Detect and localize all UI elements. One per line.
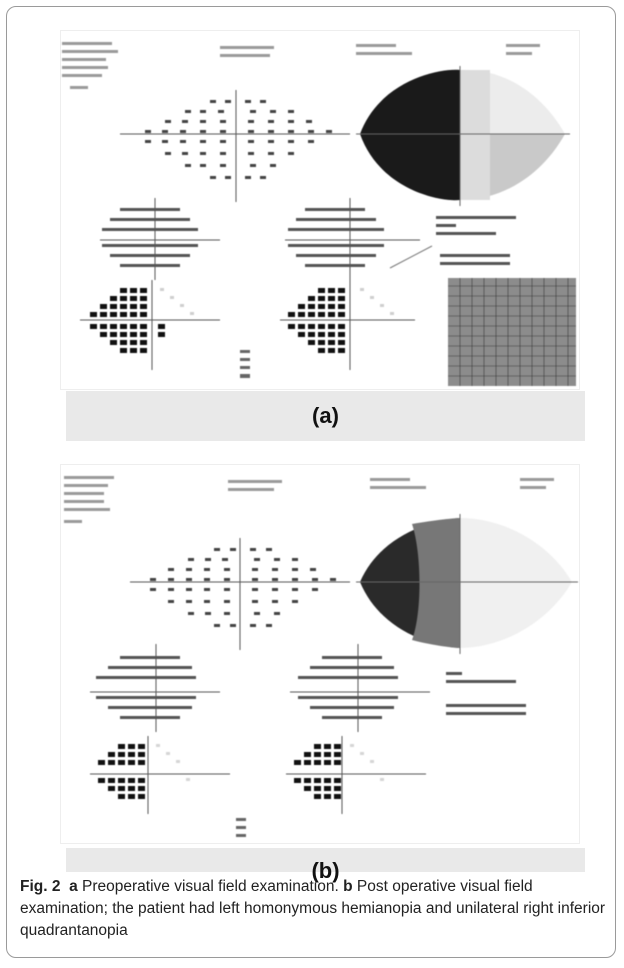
caption-b-text: Post operative visual field examination;… xyxy=(20,878,606,939)
panel-a-label-band: (a) xyxy=(66,391,585,441)
panel-b-printout xyxy=(60,464,580,844)
caption-b-marker: b xyxy=(343,878,353,895)
panel-a-grayscale-map xyxy=(356,66,570,206)
panel-a-header-text xyxy=(62,42,540,89)
panel-b-label: (b) xyxy=(311,858,340,883)
panel-a-probability-plots xyxy=(80,280,415,378)
panel-a-deviation-plots xyxy=(100,198,516,280)
panel-a-gaze-tracking-block xyxy=(448,278,576,386)
caption-a-text: Preoperative visual field examination. xyxy=(77,878,344,895)
panel-b-grayscale-map xyxy=(356,514,578,654)
panel-a-label: (a) xyxy=(312,403,339,428)
panel-b-threshold-grid xyxy=(130,538,350,650)
panel-a-visual-field-report xyxy=(62,42,576,386)
panel-b-deviation-plots xyxy=(90,644,526,732)
panel-a-threshold-grid xyxy=(120,90,350,202)
figure-caption: Fig. 2 a Preoperative visual field exami… xyxy=(20,876,610,942)
caption-fig-label: Fig. 2 xyxy=(20,878,61,895)
panel-b-probability-plots xyxy=(90,736,426,837)
panel-b-header-text xyxy=(64,476,554,523)
panel-b-visual-field-report xyxy=(64,476,578,837)
caption-a-marker: a xyxy=(69,878,78,895)
panel-b-label-band: (b) xyxy=(66,848,585,883)
panel-a-printout xyxy=(60,30,580,390)
